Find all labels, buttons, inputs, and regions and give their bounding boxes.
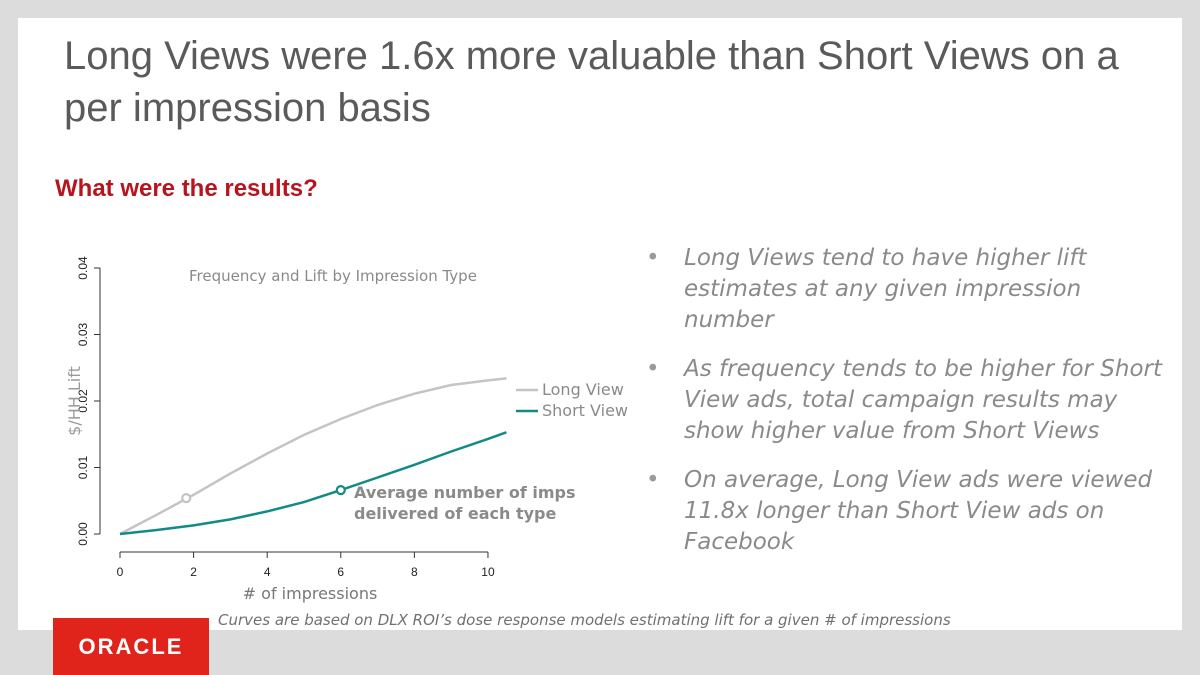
x-tick-label: 2	[190, 565, 197, 579]
y-tick-label: 0.00	[76, 522, 90, 546]
chart-title: Frequency and Lift by Impression Type	[189, 267, 477, 285]
bullet-item: • As frequency tends to be higher for Sho…	[646, 354, 1176, 447]
logo-text: ORACLE	[78, 633, 184, 659]
chart-svg: 0.00 0.01 0.02 0.03 0.04 0 2 4 6 8 10 $/HH Lift # of…	[65, 256, 628, 603]
bullet-text: Long Views tend to have higher lift esti…	[684, 245, 1087, 333]
section-subtitle: What were the results?	[55, 175, 318, 202]
bullet-text: On average, Long View ads were viewed 11…	[684, 467, 1153, 555]
bullet-text: As frequency tends to be higher for Shor…	[684, 356, 1163, 444]
y-axis-label: $/HH Lift	[65, 366, 84, 436]
x-tick-label: 4	[264, 565, 271, 579]
bullet-item: • Long Views tend to have higher lift est…	[646, 243, 1176, 336]
y-tick-label: 0.03	[76, 322, 90, 346]
x-axis-label: # of impressions	[243, 584, 378, 603]
x-tick-label: 10	[481, 565, 495, 579]
series-line-short-view	[119, 431, 507, 536]
legend-label: Short View	[542, 401, 628, 420]
bullet-dot: •	[646, 245, 660, 271]
oracle-logo: ORACLE	[53, 618, 209, 675]
annotation-text: delivered of each type	[354, 504, 556, 523]
footnote: Curves are based on DLX ROI’s dose respo…	[218, 611, 951, 629]
bullet-item: • On average, Long View ads were viewed 1…	[646, 465, 1176, 558]
slide-title: Long Views were 1.6x more valuable than …	[64, 34, 1119, 130]
x-tick-label: 6	[337, 565, 344, 579]
annotation-text: Average number of imps	[354, 483, 576, 502]
y-tick-label: 0.02	[76, 389, 90, 413]
x-tick-label: 0	[117, 565, 124, 579]
y-tick-label: 0.01	[76, 455, 90, 479]
legend-label: Long View	[542, 380, 624, 399]
bullet-dot: •	[646, 356, 660, 382]
y-tick-label: 0.04	[76, 256, 90, 280]
x-tick-label: 8	[411, 565, 418, 579]
bullet-list: • Long Views tend to have higher lift est…	[646, 243, 1176, 576]
bullet-dot: •	[646, 467, 660, 493]
marker-long-view	[181, 492, 192, 504]
marker-short-view	[335, 485, 346, 496]
lift-chart: 0.00 0.01 0.02 0.03 0.04 0 2 4 6 8 10 $/HH Lift # of…	[58, 248, 658, 618]
slide: Long Views were 1.6x more valuable than …	[18, 18, 1182, 630]
